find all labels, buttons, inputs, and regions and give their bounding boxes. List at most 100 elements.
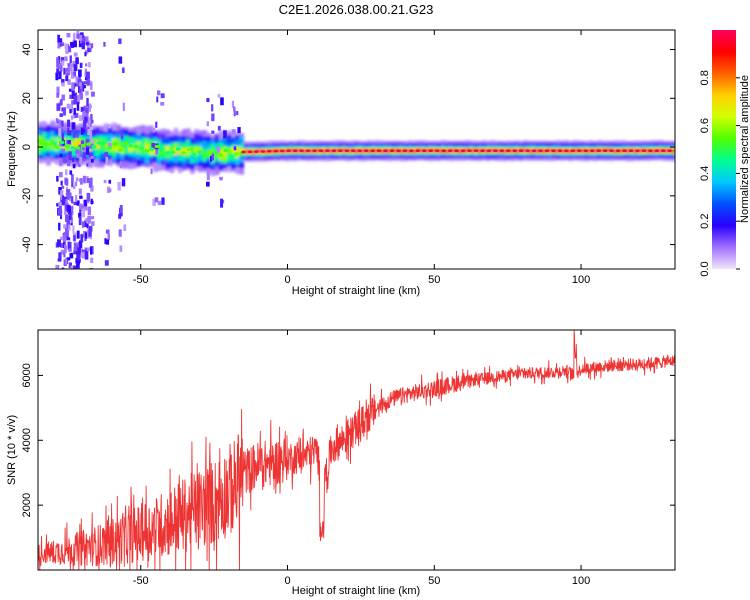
heatmap-noise: [67, 192, 72, 199]
heatmap-noise: [211, 104, 214, 112]
heatmap-noise: [70, 265, 74, 269]
spectrogram-heatmap: [38, 30, 675, 269]
heatmap-noise: [108, 179, 112, 184]
heatmap-noise: [156, 90, 161, 96]
heatmap-noise: [108, 124, 111, 129]
heatmap-noise: [56, 103, 61, 111]
heatmap-noise: [60, 242, 65, 248]
heatmap-cell: [70, 141, 76, 149]
heatmap-cell: [638, 149, 643, 153]
heatmap-noise: [118, 56, 123, 64]
heatmap-noise: [59, 62, 63, 66]
heatmap-noise: [59, 38, 63, 43]
heatmap-ridge-core: [609, 149, 614, 153]
heatmap-noise: [65, 67, 69, 75]
heatmap-noise: [122, 102, 125, 112]
heatmap-noise: [84, 49, 89, 55]
colorbar-tick-label: 0.2: [699, 214, 711, 229]
heatmap-noise: [68, 88, 73, 92]
heatmap-noise: [206, 171, 210, 181]
heatmap-cell: [559, 149, 565, 152]
heatmap-noise: [87, 44, 91, 48]
heatmap-noise: [78, 40, 82, 48]
heatmap-ridge-core: [286, 149, 291, 153]
heatmap-noise: [82, 147, 87, 157]
heatmap-noise: [233, 110, 236, 117]
heatmap-noise: [90, 119, 94, 124]
heatmap-noise: [231, 100, 234, 108]
heatmap-noise: [72, 225, 75, 233]
heatmap-noise: [83, 231, 87, 238]
heatmap-noise: [55, 264, 58, 269]
heatmap-noise: [237, 127, 241, 134]
heatmap-noise: [216, 146, 220, 153]
heatmap-ridge-core: [499, 149, 505, 153]
heatmap-ridge-core: [641, 149, 647, 153]
heatmap-noise: [65, 258, 68, 265]
heatmap-noise: [81, 140, 85, 146]
y-tick-label: -40: [21, 237, 33, 253]
heatmap-noise: [79, 178, 83, 185]
heatmap-noise: [88, 152, 93, 157]
heatmap-ridge-core: [473, 149, 479, 153]
heatmap-noise: [79, 207, 82, 213]
heatmap-noise: [73, 266, 76, 269]
heatmap-noise: [81, 81, 84, 88]
heatmap-blob: [181, 151, 187, 155]
heatmap-noise: [72, 60, 76, 68]
heatmap-ridge-core: [538, 149, 543, 153]
heatmap-noise: [59, 41, 63, 47]
heatmap-cell: [227, 147, 232, 161]
heatmap-noise: [58, 222, 61, 231]
heatmap-noise: [62, 234, 67, 243]
heatmap-cell: [514, 149, 520, 152]
heatmap-cell: [124, 145, 130, 153]
heatmap-noise: [85, 218, 89, 222]
heatmap-noise: [60, 180, 63, 186]
heatmap-noise: [76, 150, 81, 158]
heatmap-cell: [592, 149, 598, 153]
heatmap-cell: [547, 149, 553, 152]
heatmap-noise: [77, 33, 81, 39]
heatmap-ridge-core: [402, 149, 408, 153]
heatmap-blob: [85, 142, 91, 146]
heatmap-noise: [64, 56, 68, 62]
heatmap-noise: [67, 215, 71, 225]
heatmap-noise: [236, 111, 239, 116]
heatmap-noise: [67, 65, 71, 75]
heatmap-ridge-core: [661, 149, 666, 153]
heatmap-noise: [86, 71, 90, 80]
heatmap-noise: [60, 120, 64, 127]
snr-frame: [37, 329, 676, 571]
heatmap-noise: [80, 234, 84, 243]
heatmap-noise: [73, 201, 78, 206]
heatmap-ridge-core: [363, 149, 369, 153]
heatmap-noise: [118, 213, 122, 219]
heatmap-cell: [342, 149, 347, 152]
heatmap-noise: [57, 265, 60, 269]
heatmap-noise: [56, 86, 60, 96]
heatmap-noise: [82, 251, 86, 259]
heatmap-noise: [84, 116, 88, 124]
spectrogram-y-label: Frequency (Hz): [6, 111, 18, 187]
heatmap-noise: [61, 82, 65, 87]
heatmap-ridge-core: [590, 149, 595, 153]
heatmap-noise: [67, 63, 72, 67]
heatmap-noise: [63, 196, 67, 206]
heatmap-noise: [84, 68, 87, 78]
heatmap-noise: [76, 94, 80, 104]
heatmap-blob: [149, 147, 155, 151]
heatmap-noise: [59, 113, 63, 117]
heatmap-noise: [120, 130, 124, 139]
heatmap-noise: [67, 127, 72, 136]
heatmap-noise: [161, 160, 166, 165]
snr-x-label: Height of straight line (km): [292, 585, 420, 597]
colorbar-ticks: 0.0 0.2 0.4 0.6 0.8: [699, 70, 740, 277]
heatmap-noise: [78, 212, 82, 218]
heatmap-noise: [86, 192, 91, 202]
heatmap-cell: [276, 149, 282, 153]
heatmap-noise: [61, 185, 65, 189]
heatmap-noise: [78, 203, 83, 210]
heatmap-blob: [175, 147, 181, 151]
heatmap-noise: [67, 140, 71, 144]
